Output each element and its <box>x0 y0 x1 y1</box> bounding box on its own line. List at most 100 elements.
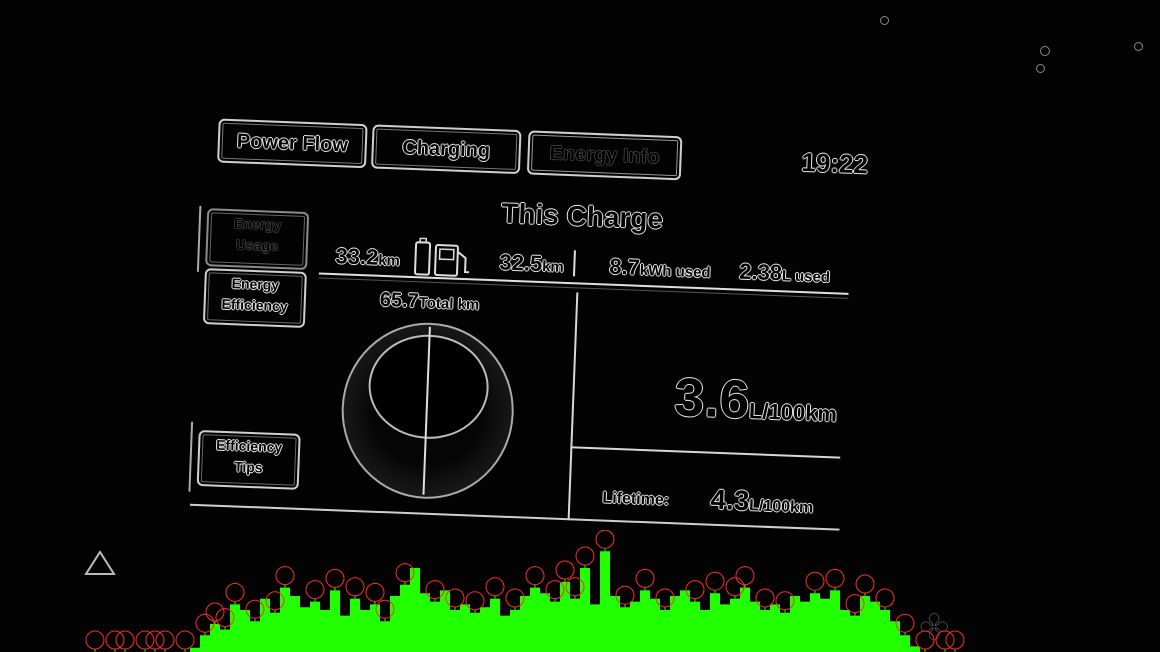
infotainment-screen: Power Flow Charging Energy Info 19:22 En… <box>188 112 869 577</box>
fuel-used-unit: L used <box>781 267 831 287</box>
peak-marker <box>175 630 195 650</box>
background-speck <box>880 16 889 25</box>
peak-marker <box>545 580 565 600</box>
panel-divider <box>567 292 579 521</box>
peak-marker <box>615 585 635 605</box>
peak-marker <box>145 630 165 650</box>
peak-marker <box>205 602 225 622</box>
peak-marker <box>775 591 795 611</box>
peak-marker <box>225 582 245 602</box>
hazard-triangle-icon <box>84 550 116 575</box>
stat-divider <box>572 250 576 277</box>
sidebar-item-label: Energy <box>233 215 282 234</box>
peak-marker <box>655 588 675 608</box>
peak-marker <box>915 630 935 650</box>
edge-histogram <box>0 530 1160 652</box>
sidebar-item-label: Usage <box>235 236 279 254</box>
fuel-used: 2.38L used <box>739 259 831 288</box>
peak-marker <box>365 582 385 602</box>
sidebar-rail <box>188 421 194 492</box>
peak-marker <box>855 574 875 594</box>
peak-marker <box>705 571 725 591</box>
peak-marker <box>305 580 325 600</box>
peak-marker <box>565 577 585 597</box>
tab-power-flow[interactable]: Power Flow <box>217 118 368 169</box>
peak-marker <box>805 571 825 591</box>
total-distance-unit: Total km <box>418 294 480 314</box>
peak-marker <box>395 563 415 583</box>
fuel-distance-unit: km <box>541 258 565 276</box>
consumption-unit: L/100km <box>748 398 838 427</box>
battery-fuel-icon <box>414 237 470 277</box>
fuel-distance-value: 32.5 <box>498 249 543 277</box>
background-speck <box>1134 42 1143 51</box>
peak-marker <box>725 577 745 597</box>
peak-marker <box>735 566 755 586</box>
clock: 19:22 <box>800 146 869 180</box>
background-speck <box>1036 64 1045 73</box>
peak-marker <box>685 580 705 600</box>
peak-marker <box>505 588 525 608</box>
peak-marker <box>845 594 865 614</box>
peak-marker <box>635 568 655 588</box>
energy-used: 8.7kWh used <box>609 254 711 284</box>
peak-marker <box>105 630 125 650</box>
tab-charging[interactable]: Charging <box>370 124 522 175</box>
energy-used-value: 8.7 <box>608 253 641 280</box>
fuel-distance: 32.5km <box>499 249 564 277</box>
lifetime-number: 4.3 <box>709 483 751 517</box>
peak-marker <box>895 613 915 633</box>
peak-marker <box>325 568 345 588</box>
histogram-area <box>0 551 1160 652</box>
sidebar-item-label: Energy <box>231 275 280 293</box>
consumption-number: 3.6 <box>673 367 751 431</box>
distance-split-gauge <box>338 319 518 503</box>
peak-marker <box>345 577 365 597</box>
peak-marker <box>445 588 465 608</box>
peak-marker <box>245 599 265 619</box>
peak-marker <box>875 588 895 608</box>
background-speck <box>1040 46 1050 56</box>
sidebar-item-energy-efficiency[interactable]: Energy Efficiency <box>202 268 307 328</box>
peak-marker <box>265 591 285 611</box>
electric-distance-unit: km <box>377 251 401 270</box>
lifetime-value: 4.3L/100km <box>710 484 814 520</box>
peak-marker <box>525 566 545 586</box>
peak-marker <box>215 608 235 628</box>
lifetime-unit: L/100km <box>748 497 814 517</box>
peak-marker <box>465 591 485 611</box>
peak-marker <box>485 577 505 597</box>
tab-label: Power Flow <box>236 129 349 157</box>
electric-distance: 33.2km <box>335 243 400 271</box>
page-title: This Charge <box>500 197 664 235</box>
peak-marker <box>275 566 295 586</box>
peak-marker <box>375 599 395 619</box>
sidebar-rail <box>196 205 202 272</box>
peak-marker <box>595 530 615 549</box>
peak-marker <box>115 630 135 650</box>
consumption-value: 3.6L/100km <box>673 366 838 434</box>
peak-marker <box>935 630 955 650</box>
peak-marker <box>155 630 175 650</box>
sidebar-item-efficiency-tips[interactable]: Efficiency Tips <box>196 429 301 490</box>
sidebar-item-label: Efficiency <box>221 295 288 315</box>
electric-distance-value: 33.2 <box>335 243 379 270</box>
sidebar-item-energy-usage[interactable]: Energy Usage <box>205 208 310 271</box>
panel-divider <box>570 446 841 459</box>
peak-marker <box>825 568 845 588</box>
lifetime-label: Lifetime: <box>602 489 670 510</box>
fuel-used-value: 2.38 <box>738 258 783 286</box>
sidebar-item-label: Efficiency <box>215 436 283 456</box>
peak-marker <box>195 613 215 633</box>
peak-marker <box>85 630 105 650</box>
tab-energy-info[interactable]: Energy Info <box>526 130 683 181</box>
tab-label: Energy Info <box>549 141 661 168</box>
total-distance: 65.7Total km <box>379 289 479 316</box>
energy-used-unit: kWh used <box>639 261 711 282</box>
peak-marker <box>755 588 775 608</box>
peak-marker <box>575 546 595 566</box>
tab-label: Charging <box>401 136 491 162</box>
total-distance-value: 65.7 <box>379 288 420 313</box>
sidebar-item-label: Tips <box>233 458 263 476</box>
